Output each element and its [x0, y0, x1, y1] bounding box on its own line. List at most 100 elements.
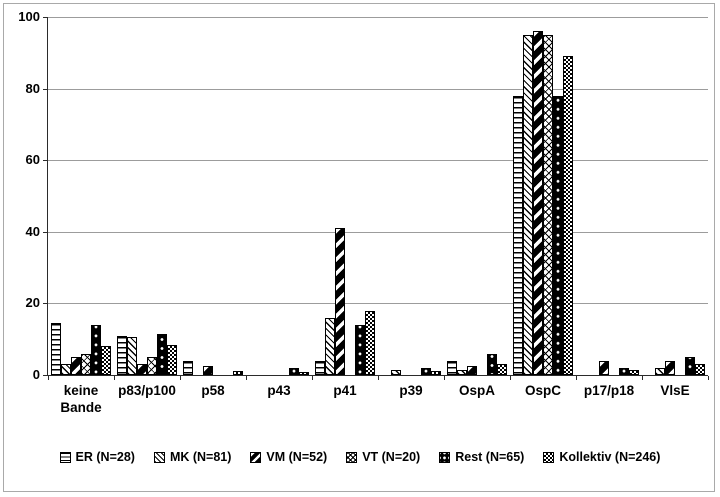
- y-gridline-20: [48, 303, 708, 305]
- bar-vm-keine-bande: [71, 357, 81, 375]
- bar-er-ospc: [513, 96, 523, 375]
- legend-item-mk: MK (N=81): [153, 450, 232, 464]
- legend-swatch-mk: [153, 451, 165, 463]
- bar-kollektiv-keine-bande: [101, 346, 111, 375]
- y-tick-label-100: 100: [18, 9, 40, 24]
- bar-mk-p41: [325, 318, 335, 375]
- legend-item-vm: VM (N=52): [250, 450, 327, 464]
- legend-label-kollektiv: Kollektiv (N=246): [559, 450, 661, 464]
- x-category-label-keine-bande: keine Bande: [60, 383, 102, 415]
- bar-rest-ospa: [487, 354, 497, 375]
- x-tick-8: [576, 376, 577, 380]
- bar-mk-keine-bande: [61, 364, 71, 375]
- bar-kollektiv-p43: [299, 372, 309, 375]
- legend-swatch-rest: [439, 451, 451, 463]
- bar-vt-p83/p100: [147, 357, 157, 375]
- x-category-label-p39: p39: [399, 383, 423, 398]
- bar-vm-p41: [335, 228, 345, 375]
- x-category-label-p58: p58: [201, 383, 225, 398]
- bar-mk-p83/p100: [127, 337, 137, 375]
- y-tick-40: [43, 231, 48, 233]
- bar-er-p41: [315, 361, 325, 375]
- chart-outer-border: [3, 3, 715, 492]
- bar-mk-ospc: [523, 35, 533, 375]
- y-gridline-80: [48, 88, 708, 90]
- y-tick-label-40: 40: [25, 223, 40, 239]
- x-category-label-p17/p18: p17/p18: [583, 383, 635, 398]
- x-tick-0: [48, 376, 49, 380]
- legend-swatch-vm: [250, 451, 262, 463]
- bar-er-p58: [183, 361, 193, 375]
- y-tick-label-20: 20: [25, 295, 40, 311]
- bar-kollektiv-ospa: [497, 364, 507, 375]
- bar-kollektiv-p83/p100: [167, 345, 177, 375]
- bar-rest-p43: [289, 368, 299, 375]
- x-tick-6: [444, 376, 445, 380]
- legend-item-vt: VT (N=20): [346, 450, 420, 464]
- bar-vm-ospc: [533, 31, 543, 375]
- x-category-label-p41: p41: [333, 383, 357, 398]
- bar-kollektiv-p17/p18: [629, 370, 639, 375]
- legend-item-kollektiv: Kollektiv (N=246): [543, 450, 660, 464]
- bar-vt-keine-bande: [81, 354, 91, 375]
- y-tick-100: [43, 17, 48, 18]
- bar-rest-vlse: [685, 357, 695, 375]
- x-tick-10: [708, 376, 709, 380]
- legend-swatch-kollektiv: [543, 451, 555, 463]
- x-tick-3: [246, 376, 247, 380]
- legend-label-vm: VM (N=52): [266, 450, 328, 464]
- x-tick-9: [642, 376, 643, 380]
- y-tick-label-80: 80: [25, 80, 40, 96]
- x-tick-1: [114, 376, 115, 380]
- x-tick-4: [312, 376, 313, 380]
- legend-swatch-vt: [346, 451, 358, 463]
- bar-vm-ospa: [467, 366, 477, 375]
- bar-mk-ospa: [457, 370, 467, 375]
- bar-vm-p17/p18: [599, 361, 609, 375]
- x-category-label-ospc: OspC: [524, 383, 561, 398]
- legend-label-mk: MK (N=81): [169, 450, 232, 464]
- bar-mk-p39: [391, 370, 401, 375]
- legend-label-vt: VT (N=20): [362, 450, 421, 464]
- bar-vm-vlse: [665, 361, 675, 375]
- bar-kollektiv-ospc: [563, 56, 573, 375]
- bar-rest-p39: [421, 368, 431, 375]
- bar-vm-p58: [203, 366, 213, 375]
- x-tick-2: [180, 376, 181, 380]
- bar-kollektiv-p39: [431, 371, 441, 375]
- bar-vm-p83/p100: [137, 364, 147, 375]
- legend: ER (N=28) MK (N=81) VM (N=52) VT (N=20) Rest…: [0, 450, 720, 464]
- x-category-label-ospa: OspA: [458, 383, 495, 398]
- x-tick-7: [510, 376, 511, 380]
- legend-label-rest: Rest (N=65): [455, 450, 525, 464]
- bar-rest-p83/p100: [157, 334, 167, 375]
- bar-vt-ospc: [543, 35, 553, 375]
- legend-swatch-er: [59, 451, 71, 463]
- legend-label-er: ER (N=28): [75, 450, 135, 464]
- legend-item-er: ER (N=28): [59, 450, 135, 464]
- bar-rest-ospc: [553, 96, 563, 375]
- x-category-label-p43: p43: [267, 383, 291, 398]
- bar-mk-vlse: [655, 368, 665, 375]
- x-axis: [47, 375, 708, 376]
- bar-er-ospa: [447, 361, 457, 375]
- x-category-label-vlse: VlsE: [660, 383, 690, 398]
- bar-kollektiv-p58: [233, 371, 243, 375]
- x-category-label-p83/p100: p83/p100: [118, 383, 176, 398]
- x-tick-5: [378, 376, 379, 380]
- y-tick-20: [43, 303, 48, 305]
- y-tick-60: [43, 160, 48, 162]
- bar-kollektiv-p41: [365, 311, 375, 375]
- y-gridline-60: [48, 160, 708, 162]
- bar-kollektiv-vlse: [695, 364, 705, 375]
- bar-rest-p41: [355, 325, 365, 375]
- y-axis: [47, 17, 48, 376]
- y-tick-0: [43, 375, 48, 376]
- bar-er-keine-bande: [51, 323, 61, 375]
- y-tick-label-60: 60: [25, 152, 40, 168]
- bar-er-p83/p100: [117, 336, 127, 375]
- bar-rest-keine-bande: [91, 325, 101, 375]
- legend-item-rest: Rest (N=65): [439, 450, 524, 464]
- y-gridline-100: [48, 17, 708, 18]
